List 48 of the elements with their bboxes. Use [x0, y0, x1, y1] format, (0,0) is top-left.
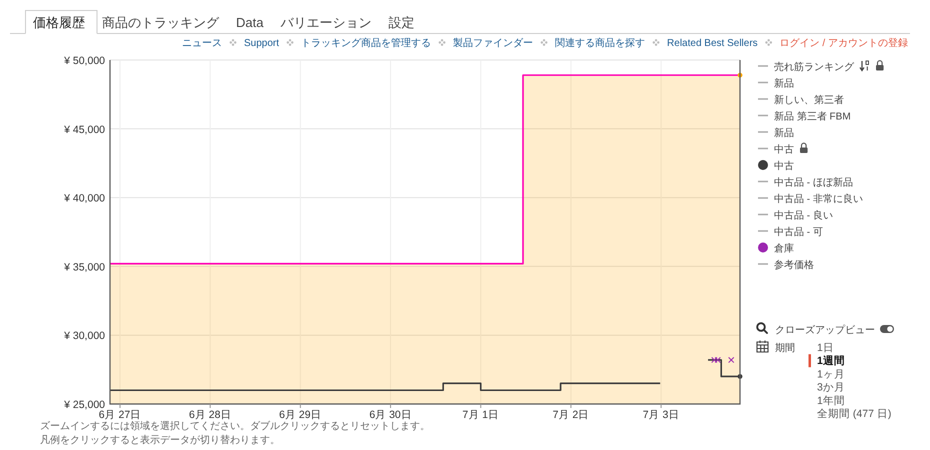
y-tick-label: ¥ 45,000	[63, 124, 106, 136]
y-tick-label: ¥ 50,000	[63, 55, 106, 67]
legend-label: 新品 第三者 FBM	[774, 110, 851, 122]
legend-label: 中古品 - 可	[774, 226, 823, 238]
text: 3か月	[817, 382, 845, 394]
text: Related Best Sellers	[667, 38, 758, 49]
text: バリエーション	[279, 15, 372, 30]
y-tick-label: ¥ 40,000	[63, 192, 106, 205]
text: 1ヶ月	[817, 368, 845, 380]
x-tick-label: 6月 30日	[369, 409, 412, 421]
text: ニュース	[182, 38, 222, 49]
text: 期間	[775, 342, 795, 354]
text: 全期間 (477 日)	[817, 408, 892, 420]
legend-label: 売れ筋ランキング	[774, 61, 855, 73]
x-tick-label: 6月 28日	[188, 409, 232, 421]
legend-label: 新品	[774, 127, 794, 139]
text: 商品のトラッキング	[102, 15, 220, 30]
legend-label: 新品	[774, 78, 794, 90]
text: トラッキング商品を管理する	[301, 37, 432, 49]
x-tick-label: 6月 29日	[279, 409, 322, 421]
text: Data	[236, 15, 264, 30]
x-tick-label: 7月 1日	[462, 409, 500, 421]
text: 1年間	[817, 394, 845, 407]
text: 製品ファインダー	[453, 37, 534, 49]
text: 凡例をクリックすると表示データが切り替わります。	[40, 434, 280, 446]
legend-label: 新しい、第三者	[774, 94, 844, 106]
legend-label: 参考価格	[774, 259, 814, 271]
text: ログイン / アカウントの登録	[780, 37, 908, 49]
text: クローズアップビュー	[775, 324, 875, 336]
x-tick-label: 6月 27日	[98, 409, 142, 421]
y-tick-label: ¥ 35,000	[63, 261, 106, 274]
y-tick-label: ¥ 25,000	[63, 399, 106, 411]
x-tick-label: 7月 3日	[642, 409, 680, 421]
legend-label: 中古品 - 非常に良い	[774, 193, 863, 205]
text: 1週間	[817, 354, 845, 368]
text: ズームインするには領域を選択してください。ダブルクリックするとリセットします。	[40, 420, 430, 432]
x-tick-label: 7月 2日	[552, 409, 590, 421]
text: 設定	[388, 15, 414, 30]
legend-label: 中古品 - ほぼ新品	[774, 176, 853, 188]
text: 1日	[817, 342, 834, 354]
text: 関連する商品を探す	[555, 37, 646, 49]
text: Support	[244, 38, 280, 49]
y-tick-label: ¥ 30,000	[63, 330, 106, 342]
text: 価格履歴	[33, 15, 85, 30]
legend-label: 中古	[774, 160, 794, 172]
legend-label: 中古	[774, 144, 794, 156]
legend-label: 倉庫	[774, 242, 794, 254]
legend-label: 中古品 - 良い	[774, 210, 833, 222]
